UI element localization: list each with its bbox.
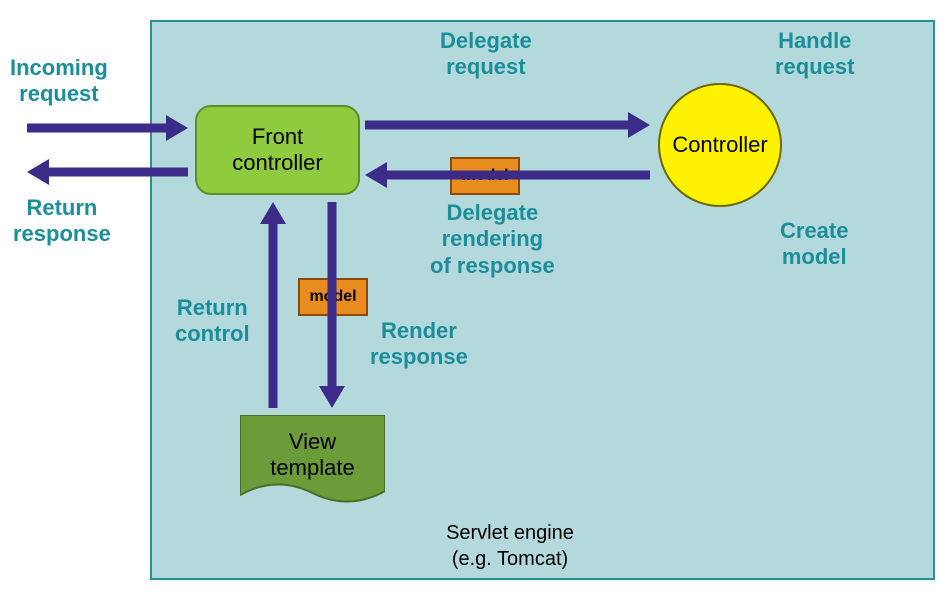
view-template-node: Viewtemplate: [240, 415, 385, 505]
handle-request-label: Handlerequest: [775, 28, 854, 81]
front-controller-label: Frontcontroller: [232, 124, 322, 177]
render-response-label: Renderresponse: [370, 318, 468, 371]
return-control-label: Returncontrol: [175, 295, 250, 348]
incoming-request-label: Incomingrequest: [10, 55, 108, 108]
create-model-label: Createmodel: [780, 218, 848, 271]
delegate-rendering-label: Delegaterenderingof response: [430, 200, 555, 279]
model-badge-2-label: model: [309, 288, 356, 306]
return-response-label: Returnresponse: [13, 195, 111, 248]
front-controller-node: Frontcontroller: [195, 105, 360, 195]
delegate-request-label: Delegaterequest: [440, 28, 532, 81]
view-template-label: Viewtemplate: [240, 429, 385, 482]
servlet-engine-label: Servlet engine(e.g. Tomcat): [360, 520, 660, 572]
controller-node: Controller: [658, 83, 782, 207]
model-badge-1-label: model: [461, 167, 508, 185]
model-badge-1: model: [450, 157, 520, 195]
controller-label: Controller: [672, 132, 767, 158]
model-badge-2: model: [298, 278, 368, 316]
